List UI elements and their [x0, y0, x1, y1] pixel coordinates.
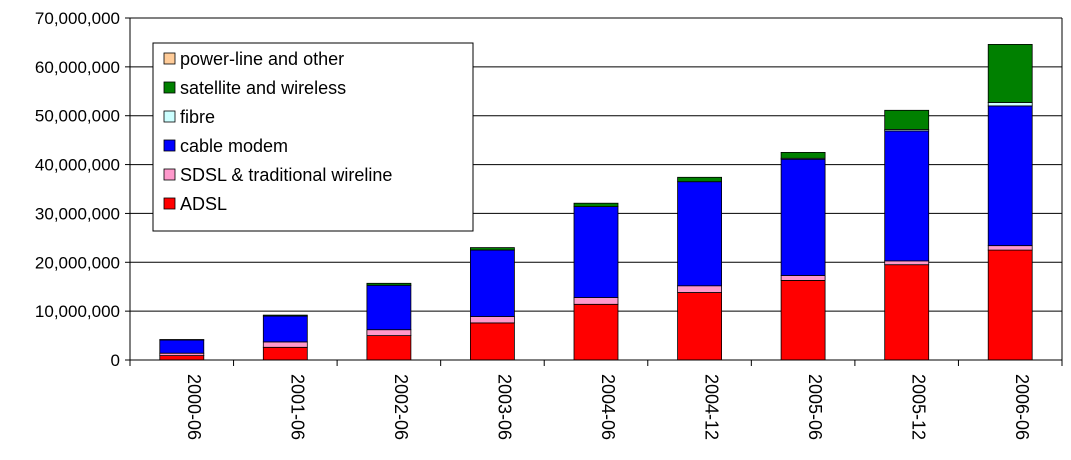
- bar-segment: [262, 315, 308, 343]
- legend-swatch: [163, 110, 176, 123]
- legend-swatch: [163, 197, 176, 210]
- bar-segment: [987, 44, 1033, 103]
- bar-segment: [366, 335, 412, 361]
- y-tick-label: 70,000,000: [35, 9, 120, 28]
- bar-segment: [780, 275, 826, 281]
- legend-label: power-line and other: [180, 49, 344, 69]
- bar-segment: [469, 249, 515, 317]
- bars: [159, 44, 1033, 361]
- legend-label: cable modem: [180, 136, 288, 156]
- x-tick-label: 2002-06: [391, 374, 411, 440]
- bar-segment: [884, 264, 930, 361]
- bar-segment: [573, 206, 619, 298]
- bar-segment: [469, 316, 515, 324]
- legend-swatch: [163, 139, 176, 152]
- bar-segment: [987, 102, 1033, 107]
- legend-swatch: [163, 52, 176, 65]
- x-tick-labels: 2000-06 2001-06 2002-06 2003-06 2004-06 2004-…: [184, 374, 1032, 440]
- bar-segment: [262, 314, 308, 317]
- x-tick-label: 2005-06: [805, 374, 825, 440]
- legend-box: [152, 42, 474, 232]
- bar-segment: [469, 322, 515, 361]
- y-tick-label: 40,000,000: [35, 156, 120, 175]
- axes: [125, 17, 1063, 366]
- bar-segment: [677, 292, 722, 361]
- y-tick-label: 50,000,000: [35, 107, 120, 126]
- y-tick-label: 0: [111, 351, 120, 370]
- legend-label: fibre: [180, 107, 215, 127]
- bar-segment: [366, 284, 412, 331]
- x-tick-label: 2005-12: [909, 374, 929, 440]
- bar-segment: [677, 176, 722, 183]
- x-tick-label: 2003-06: [494, 374, 514, 440]
- bar-segment: [987, 249, 1033, 361]
- legend-swatch: [163, 81, 176, 94]
- y-tick-label: 10,000,000: [35, 302, 120, 321]
- bar-segment: [884, 109, 930, 130]
- bar-segment: [780, 158, 826, 276]
- bar-segment: [366, 282, 412, 286]
- bar-segment: [159, 339, 205, 341]
- bar-segment: [573, 202, 619, 207]
- bar-segment: [573, 303, 619, 361]
- legend: power-line and other satellite and wirele…: [152, 42, 474, 232]
- y-tick-label: 60,000,000: [35, 58, 120, 77]
- bar-segment: [573, 297, 619, 305]
- x-tick-label: 2004-12: [702, 374, 722, 440]
- bar-segment: [159, 355, 205, 361]
- bar-segment: [262, 346, 308, 361]
- legend-swatch: [163, 168, 176, 181]
- bar-segment: [677, 181, 722, 287]
- bar-segment: [677, 285, 722, 293]
- x-tick-label: 2001-06: [287, 374, 307, 440]
- bar-segment: [884, 260, 930, 266]
- y-tick-label: 30,000,000: [35, 204, 120, 223]
- bar-segment: [366, 329, 412, 337]
- legend-label: satellite and wireless: [180, 78, 346, 98]
- y-tick-labels: 0 10,000,000 20,000,000 30,000,000 40,000,00…: [35, 9, 120, 370]
- bar-segment: [469, 247, 515, 251]
- x-tick-label: 2004-06: [598, 374, 618, 440]
- x-tick-label: 2000-06: [184, 374, 204, 440]
- bar-segment: [987, 105, 1033, 246]
- legend-label: ADSL: [180, 194, 227, 214]
- bar-segment: [780, 151, 826, 159]
- bar-segment: [262, 341, 308, 348]
- bar-segment: [987, 245, 1033, 251]
- y-tick-label: 20,000,000: [35, 253, 120, 272]
- bar-segment: [159, 339, 205, 354]
- legend-label: SDSL & traditional wireline: [180, 165, 392, 185]
- bar-segment: [884, 130, 930, 262]
- bar-segment: [780, 279, 826, 361]
- x-tick-label: 2006-06: [1012, 374, 1032, 440]
